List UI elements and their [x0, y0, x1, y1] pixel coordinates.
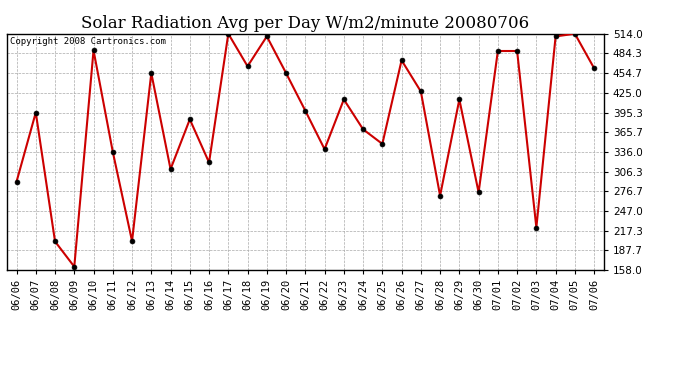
- Text: Copyright 2008 Cartronics.com: Copyright 2008 Cartronics.com: [10, 37, 166, 46]
- Title: Solar Radiation Avg per Day W/m2/minute 20080706: Solar Radiation Avg per Day W/m2/minute …: [81, 15, 529, 32]
